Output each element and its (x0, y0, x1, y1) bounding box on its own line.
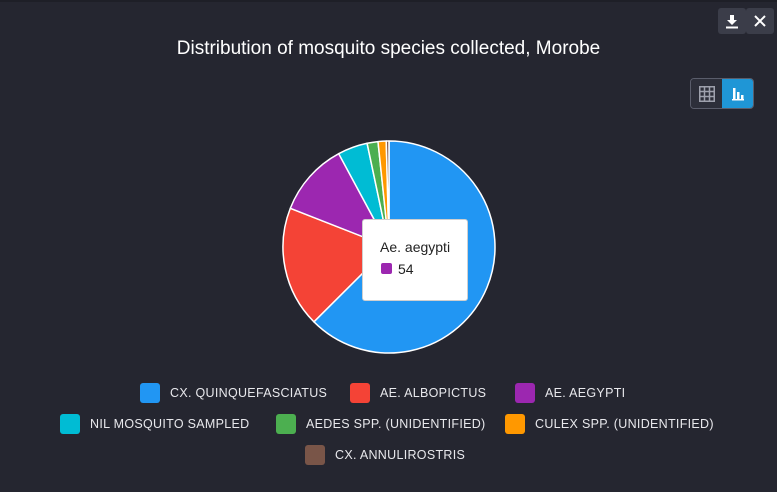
grid-table-icon (698, 85, 715, 102)
legend-item[interactable]: CX. ANNULIROSTRIS (305, 445, 465, 465)
top-edge-strip (0, 0, 777, 2)
tooltip-swatch (381, 263, 392, 274)
legend-item[interactable]: CULEX SPP. (UNIDENTIFIED) (505, 414, 714, 434)
chart-title: Distribution of mosquito species collect… (176, 38, 601, 59)
legend-swatch (140, 383, 160, 403)
tooltip-value: 54 (398, 261, 414, 277)
legend-item[interactable]: AE. AEGYPTI (515, 383, 625, 403)
legend-swatch (305, 445, 325, 465)
chart-view-button[interactable] (722, 79, 753, 108)
download-icon (726, 14, 738, 28)
legend-label: AEDES SPP. (UNIDENTIFIED) (306, 417, 486, 431)
view-toggle[interactable] (690, 78, 754, 109)
legend-label: CULEX SPP. (UNIDENTIFIED) (535, 417, 714, 431)
legend-swatch (350, 383, 370, 403)
legend-item[interactable]: NIL MOSQUITO SAMPLED (60, 414, 250, 434)
tooltip-label: Ae. aegypti (380, 239, 451, 255)
legend-swatch (505, 414, 525, 434)
legend-label: AE. ALBOPICTUS (380, 386, 487, 400)
legend-label: AE. AEGYPTI (545, 386, 626, 400)
legend-label: CX. ANNULIROSTRIS (335, 448, 466, 462)
legend-label: CX. QUINQUEFASCIATUS (170, 386, 328, 400)
bar-chart-icon (731, 87, 744, 100)
table-view-button[interactable] (691, 79, 722, 108)
legend-swatch (515, 383, 535, 403)
legend-item[interactable]: AE. ALBOPICTUS (350, 383, 486, 403)
legend-swatch (276, 414, 296, 434)
close-button[interactable] (746, 8, 774, 34)
legend-label: NIL MOSQUITO SAMPLED (90, 417, 250, 431)
legend-item[interactable]: AEDES SPP. (UNIDENTIFIED) (276, 414, 486, 434)
chart-tooltip: Ae. aegypti 54 (362, 219, 468, 301)
legend-swatch (60, 414, 80, 434)
download-button[interactable] (718, 8, 746, 34)
close-icon (754, 15, 766, 27)
legend-item[interactable]: CX. QUINQUEFASCIATUS (140, 383, 327, 403)
